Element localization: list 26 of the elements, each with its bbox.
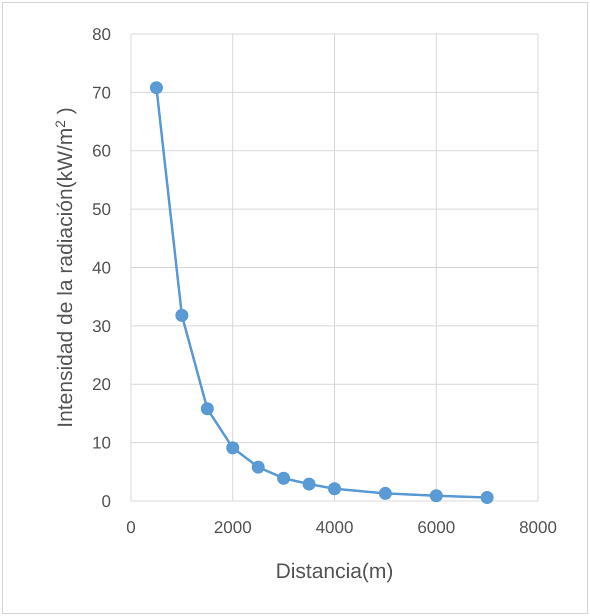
y-tick-label: 30 bbox=[92, 316, 111, 336]
x-axis-title: Distancia(m) bbox=[276, 560, 394, 583]
point bbox=[200, 402, 214, 416]
point bbox=[302, 478, 316, 491]
y-tick-label: 80 bbox=[92, 24, 111, 44]
y-tick-label: 10 bbox=[92, 434, 111, 453]
x-tick-label: 0 bbox=[126, 518, 136, 537]
point bbox=[175, 308, 188, 322]
y-tick-label: 60 bbox=[92, 142, 111, 161]
x-tick-label: 8000 bbox=[519, 518, 557, 537]
x-tick-label: 6000 bbox=[417, 518, 456, 537]
point bbox=[252, 460, 265, 474]
y-tick-label: 50 bbox=[92, 200, 111, 220]
point bbox=[430, 489, 443, 502]
point bbox=[277, 472, 290, 485]
point bbox=[226, 441, 240, 454]
y-tick-label: 20 bbox=[92, 375, 111, 394]
x-tick-label: 4000 bbox=[316, 518, 354, 537]
y-tick-label: 40 bbox=[92, 258, 111, 278]
point bbox=[378, 486, 392, 500]
point bbox=[150, 81, 163, 94]
y-tick-label: 70 bbox=[92, 83, 111, 102]
point bbox=[480, 490, 494, 504]
x-tick-label: 2000 bbox=[214, 518, 252, 537]
y-tick-label: 0 bbox=[102, 492, 111, 511]
point bbox=[328, 482, 341, 496]
